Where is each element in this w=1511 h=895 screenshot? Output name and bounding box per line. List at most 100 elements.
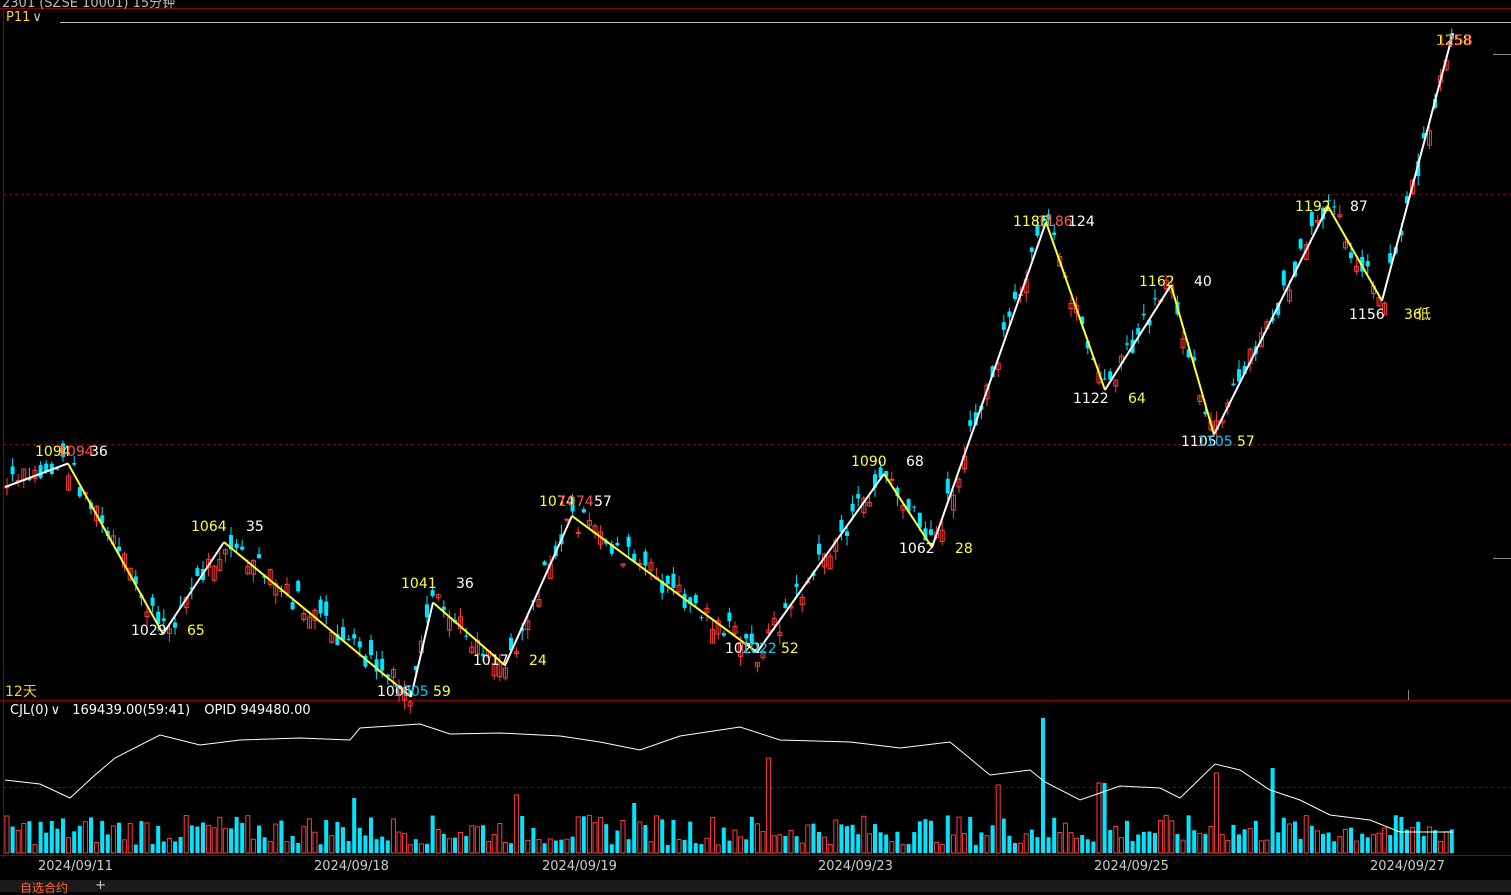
- candle-body: [335, 634, 340, 645]
- pivot-label: 1186: [1013, 214, 1049, 230]
- volume-bar: [139, 821, 144, 853]
- volume-bar: [1242, 829, 1247, 853]
- main-indicator-selector[interactable]: P11 ∨: [6, 10, 42, 25]
- candle-body: [906, 499, 911, 512]
- candle-body: [1102, 378, 1107, 380]
- candle-body: [441, 606, 446, 611]
- volume-bar: [866, 833, 872, 854]
- volume-bar: [715, 844, 721, 854]
- volume-bar: [665, 844, 670, 853]
- candle-body: [884, 471, 889, 477]
- candle-body: [1231, 383, 1236, 386]
- candle-body: [341, 627, 345, 641]
- volume-bar: [850, 824, 855, 853]
- volume-bar: [1376, 832, 1382, 854]
- volume-bar: [15, 830, 21, 854]
- volume-indicator-bar: CJL(0) ∨ 169439.00(59:41) OPID 949480.00: [10, 703, 311, 718]
- volume-bar: [1247, 827, 1253, 854]
- volume-bar: [446, 838, 452, 854]
- candle-body: [1326, 200, 1331, 202]
- candle-body: [950, 494, 956, 511]
- volume-bars-layer: [4, 718, 1454, 854]
- candle-body: [502, 667, 508, 679]
- volume-bar: [1029, 829, 1034, 853]
- volume-bar: [178, 836, 183, 853]
- volume-bar: [474, 826, 480, 854]
- date-label: 2024/09/23: [818, 859, 893, 874]
- candle-body: [575, 531, 581, 534]
- date-label: 2024/09/11: [38, 859, 113, 874]
- pivot-label: 24: [529, 653, 547, 669]
- candle-body: [945, 478, 950, 494]
- candle-body: [525, 620, 531, 631]
- volume-bar: [643, 825, 648, 853]
- candle-body: [564, 518, 570, 521]
- candle-body: [1068, 302, 1074, 310]
- candle-body: [727, 612, 732, 622]
- volume-bar: [390, 818, 396, 854]
- candle-body: [1309, 211, 1314, 227]
- candle-body: [374, 659, 379, 672]
- volume-bar: [547, 838, 553, 854]
- candle-body: [72, 463, 77, 465]
- date-label: 2024/09/19: [542, 859, 617, 874]
- volume-bar: [1136, 834, 1141, 853]
- volume-bar: [671, 819, 676, 853]
- volume-bar: [1057, 832, 1063, 854]
- add-icon[interactable]: +: [95, 878, 106, 893]
- candle-body: [1342, 241, 1348, 249]
- volume-bar: [839, 824, 844, 853]
- candle-body: [1349, 252, 1353, 259]
- candle-body: [346, 639, 351, 641]
- candle-body: [173, 622, 177, 628]
- volume-bar: [845, 826, 849, 853]
- candle-body: [699, 617, 704, 619]
- volume-bar: [1035, 837, 1040, 853]
- volume-bar: [788, 829, 794, 854]
- candle-body: [481, 653, 485, 657]
- candle-body: [856, 494, 861, 499]
- candle-body: [626, 536, 631, 547]
- candle-body: [586, 520, 592, 526]
- pivot-label: 1005: [377, 684, 413, 700]
- candle-body: [968, 420, 973, 426]
- footer-tab-watchlist[interactable]: 自选合约: [20, 881, 69, 895]
- candle-body: [413, 666, 418, 671]
- volume-bar: [1237, 834, 1241, 853]
- volume-bar: [878, 832, 883, 853]
- volume-bar: [1421, 835, 1426, 853]
- candle-body: [77, 487, 82, 497]
- volume-bar: [1062, 822, 1068, 854]
- candle-body: [229, 535, 233, 550]
- volume-bar: [1298, 838, 1303, 853]
- candle-body: [369, 640, 373, 656]
- volume-indicator-selector[interactable]: CJL(0) ∨: [10, 703, 64, 718]
- candle-body: [211, 565, 217, 581]
- pivot-label: 1064: [191, 519, 227, 535]
- volume-bar: [1449, 829, 1454, 853]
- volume-bar: [257, 825, 261, 853]
- candle-body: [827, 555, 833, 570]
- volume-bar: [945, 815, 950, 853]
- candle-body: [1237, 369, 1241, 382]
- candle-body: [318, 599, 323, 614]
- volume-bar: [402, 832, 408, 854]
- candle-body: [290, 602, 295, 610]
- volume-bar: [1219, 834, 1225, 854]
- volume-bar: [1337, 836, 1343, 854]
- candle-body: [166, 628, 172, 634]
- pivot-label: 1090: [851, 454, 887, 470]
- volume-bar: [609, 844, 614, 853]
- pivot-label: 1105: [1181, 434, 1217, 450]
- candle-body: [352, 634, 357, 639]
- candle-body: [715, 620, 721, 635]
- pivot-label: 1074: [539, 494, 575, 510]
- volume-bar: [1270, 768, 1275, 853]
- volume-bar: [346, 840, 351, 853]
- volume-bar: [626, 839, 631, 853]
- candle-body: [407, 701, 413, 707]
- volume-bar: [435, 828, 441, 854]
- volume-bar: [856, 834, 861, 853]
- date-label: 2024/09/25: [1094, 859, 1169, 874]
